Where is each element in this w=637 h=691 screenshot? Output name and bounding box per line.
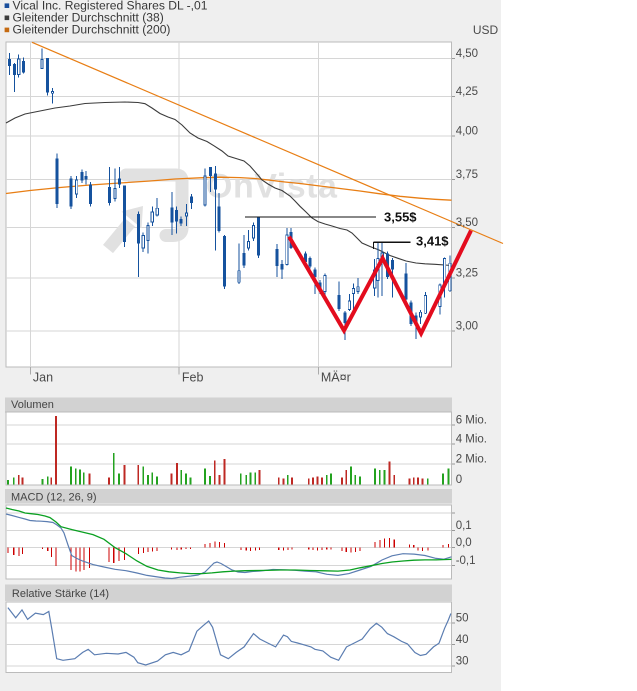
svg-text:3,55$: 3,55$: [384, 210, 417, 225]
svg-text:50: 50: [456, 613, 469, 625]
svg-text:4 Mio.: 4 Mio.: [456, 434, 487, 446]
svg-text:2 Mio.: 2 Mio.: [456, 453, 487, 465]
svg-text:3,25: 3,25: [456, 268, 478, 280]
svg-text:4,25: 4,25: [456, 86, 478, 98]
svg-text:3,41$: 3,41$: [416, 234, 449, 249]
svg-text:Volumen: Volumen: [11, 399, 54, 411]
svg-text:0,0: 0,0: [456, 537, 472, 549]
svg-text:0,1: 0,1: [456, 520, 472, 532]
svg-text:3,00: 3,00: [456, 321, 478, 333]
svg-text:Gleitender Durchschnitt (200): Gleitender Durchschnitt (200): [13, 23, 171, 37]
svg-text:6 Mio.: 6 Mio.: [456, 414, 487, 426]
svg-text:MACD (12, 26, 9): MACD (12, 26, 9): [11, 492, 97, 504]
svg-text:Vical Inc. Registered Shares D: Vical Inc. Registered Shares DL -,01: [13, 0, 208, 13]
svg-text:Relative Stärke (14): Relative Stärke (14): [12, 588, 109, 600]
svg-text:MÄ¤r: MÄ¤r: [321, 370, 351, 384]
svg-text:0: 0: [456, 474, 462, 486]
svg-text:3,50: 3,50: [456, 217, 478, 229]
svg-text:4,00: 4,00: [456, 125, 478, 137]
svg-text:3,75: 3,75: [456, 169, 478, 181]
svg-text:Gleitender Durchschnitt (38): Gleitender Durchschnitt (38): [13, 11, 164, 25]
svg-text:40: 40: [456, 634, 469, 646]
svg-text:4,50: 4,50: [456, 48, 478, 60]
svg-text:Jan: Jan: [33, 370, 53, 384]
svg-text:USD: USD: [473, 23, 499, 37]
svg-text:30: 30: [456, 655, 469, 667]
svg-text:Feb: Feb: [182, 370, 204, 384]
svg-text:-0,1: -0,1: [456, 555, 476, 567]
